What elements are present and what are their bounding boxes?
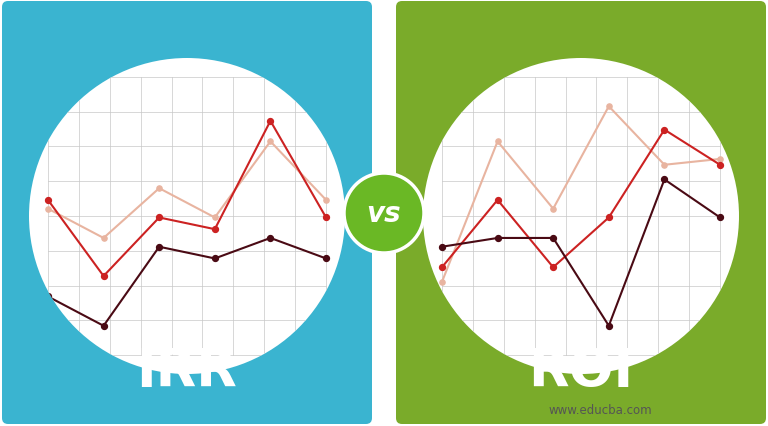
Point — [209, 256, 221, 262]
Point — [320, 256, 333, 262]
Point — [320, 215, 333, 222]
Point — [658, 162, 670, 169]
Point — [320, 197, 333, 204]
Point — [603, 322, 615, 329]
Point — [547, 206, 559, 213]
Circle shape — [29, 59, 345, 374]
Text: vs: vs — [366, 199, 402, 227]
Point — [209, 226, 221, 233]
Point — [264, 138, 276, 145]
FancyBboxPatch shape — [396, 2, 766, 424]
Point — [153, 215, 165, 222]
Point — [98, 235, 110, 242]
Point — [264, 235, 276, 242]
Text: IRR: IRR — [137, 345, 237, 397]
Point — [435, 264, 448, 271]
Point — [209, 215, 221, 222]
Circle shape — [423, 59, 739, 374]
Point — [603, 104, 615, 110]
FancyBboxPatch shape — [2, 2, 372, 424]
Point — [435, 244, 448, 250]
Point — [435, 279, 448, 285]
Point — [41, 197, 54, 204]
Point — [658, 127, 670, 134]
Point — [41, 294, 54, 300]
Point — [98, 273, 110, 280]
Text: ROI: ROI — [528, 345, 634, 397]
Point — [714, 215, 727, 222]
Point — [492, 138, 504, 145]
Point — [603, 215, 615, 222]
Point — [492, 197, 504, 204]
Point — [658, 177, 670, 184]
Point — [547, 235, 559, 242]
Point — [714, 162, 727, 169]
Point — [41, 206, 54, 213]
Point — [153, 185, 165, 192]
Text: www.educba.com: www.educba.com — [548, 403, 652, 417]
Point — [547, 264, 559, 271]
Point — [153, 244, 165, 250]
Circle shape — [344, 173, 424, 253]
Point — [492, 235, 504, 242]
Point — [264, 118, 276, 125]
Point — [714, 156, 727, 163]
Point — [98, 322, 110, 329]
